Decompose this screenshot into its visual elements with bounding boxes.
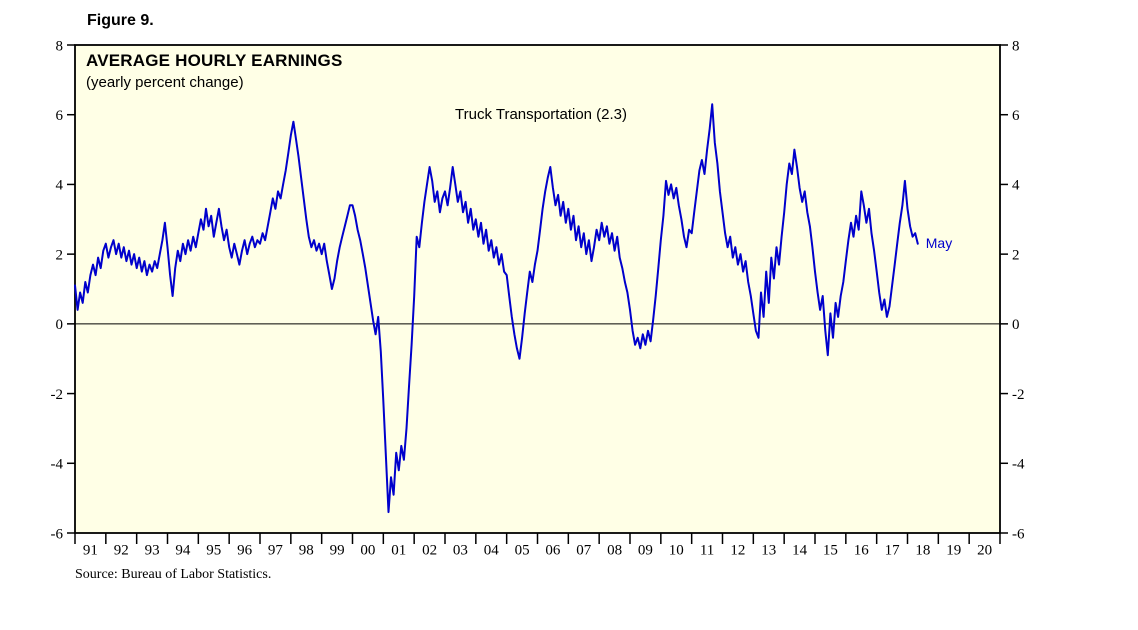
svg-text:06: 06 [545, 542, 561, 558]
svg-text:92: 92 [114, 542, 129, 558]
svg-text:15: 15 [823, 542, 838, 558]
latest-point-label: May [925, 234, 953, 251]
svg-text:00: 00 [360, 542, 375, 558]
svg-text:04: 04 [484, 542, 500, 558]
svg-text:12: 12 [730, 542, 745, 558]
svg-text:17: 17 [885, 542, 901, 558]
svg-text:6: 6 [56, 108, 64, 124]
svg-text:8: 8 [1012, 38, 1020, 54]
svg-text:96: 96 [237, 542, 253, 558]
svg-text:-2: -2 [1012, 387, 1025, 403]
svg-text:10: 10 [669, 542, 684, 558]
svg-text:14: 14 [792, 542, 808, 558]
svg-text:0: 0 [56, 317, 64, 333]
source-note: Source: Bureau of Labor Statistics. [75, 567, 272, 582]
svg-text:11: 11 [700, 542, 714, 558]
svg-text:-4: -4 [51, 457, 64, 473]
svg-text:18: 18 [915, 542, 930, 558]
svg-text:98: 98 [299, 542, 314, 558]
svg-text:8: 8 [56, 38, 64, 54]
svg-text:99: 99 [330, 542, 345, 558]
series-label: Truck Transportation (2.3) [455, 106, 628, 123]
svg-text:19: 19 [946, 542, 961, 558]
svg-text:91: 91 [83, 542, 98, 558]
svg-text:6: 6 [1012, 108, 1020, 124]
figure-number: Figure 9. [87, 12, 154, 29]
svg-text:4: 4 [56, 178, 64, 194]
chart-subtitle: (yearly percent change) [86, 74, 244, 91]
svg-text:2: 2 [1012, 247, 1020, 263]
svg-text:94: 94 [175, 542, 191, 558]
svg-text:09: 09 [638, 542, 653, 558]
svg-text:0: 0 [1012, 317, 1020, 333]
svg-text:93: 93 [145, 542, 160, 558]
svg-text:08: 08 [607, 542, 622, 558]
svg-text:02: 02 [422, 542, 437, 558]
svg-text:-6: -6 [1012, 526, 1025, 542]
svg-text:97: 97 [268, 542, 284, 558]
svg-text:01: 01 [391, 542, 406, 558]
svg-text:-6: -6 [51, 526, 64, 542]
svg-text:03: 03 [453, 542, 468, 558]
svg-text:05: 05 [515, 542, 530, 558]
svg-text:13: 13 [761, 542, 776, 558]
svg-text:2: 2 [56, 247, 64, 263]
svg-text:20: 20 [977, 542, 992, 558]
svg-text:-2: -2 [51, 387, 64, 403]
svg-text:07: 07 [576, 542, 592, 558]
svg-text:4: 4 [1012, 178, 1020, 194]
svg-text:16: 16 [854, 542, 870, 558]
svg-text:95: 95 [206, 542, 221, 558]
svg-text:-4: -4 [1012, 457, 1025, 473]
chart-title: AVERAGE HOURLY EARNINGS [86, 51, 343, 70]
